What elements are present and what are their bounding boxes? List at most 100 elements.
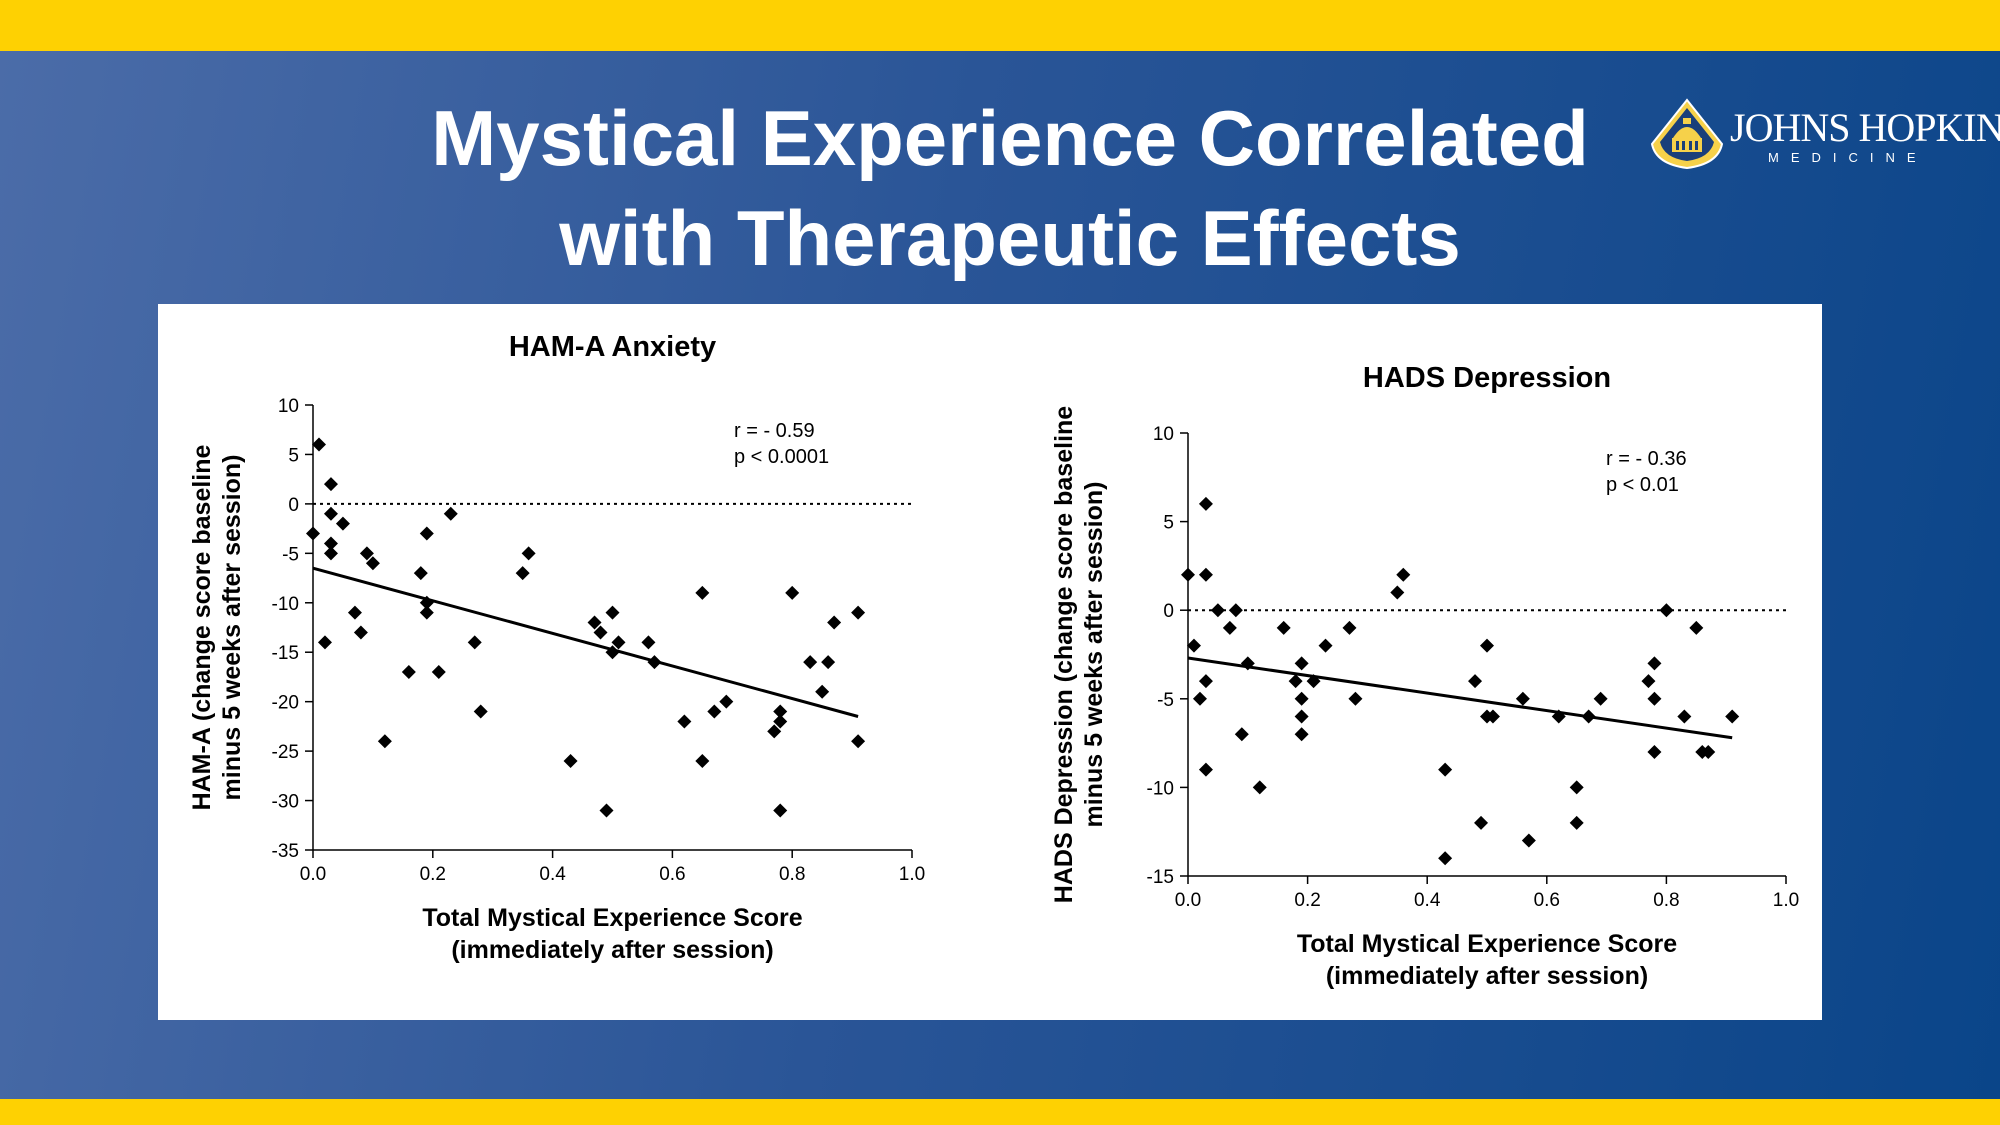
chart1-data-point [563, 754, 578, 768]
chart2-data-point [1294, 709, 1309, 724]
chart1-data-point [719, 694, 734, 709]
johns-hopkins-logo: JOHNS HOPKINS MEDICINE [1648, 98, 2000, 170]
chart1-data-point [605, 645, 620, 660]
chart2-y-label-line1: HADS Depression (change score baseline [1050, 406, 1078, 903]
chart2-data-point [1390, 585, 1405, 600]
chart1-data-point [851, 734, 866, 749]
chart1-data-point [611, 635, 626, 650]
chart2-y-tick-label: -15 [1147, 867, 1174, 888]
chart2-data-point [1318, 638, 1333, 653]
chart2-x-tick-label: 0.2 [1294, 890, 1320, 911]
chart1-data-point [306, 526, 320, 541]
chart2-data-point [1701, 744, 1716, 759]
chart1-data-point [473, 704, 488, 719]
chart2-y-tick-label: 10 [1153, 424, 1174, 445]
chart2-y-label-line2: minus 5 weeks after session) [1080, 482, 1108, 828]
chart2-y-tick-label: 0 [1163, 601, 1174, 622]
chart1-data-point [647, 655, 662, 670]
chart2-data-point [1240, 656, 1255, 671]
chart2-title: HADS Depression [1363, 362, 1611, 394]
chart2-data-point [1198, 762, 1213, 777]
chart1-data-point [401, 665, 416, 679]
chart2-data-point [1647, 691, 1662, 706]
chart1-x-tick-label: 0.0 [300, 864, 326, 885]
chart2-data-point [1181, 567, 1195, 582]
chart1-data-point [605, 605, 620, 620]
chart1-data-point [707, 704, 722, 719]
chart1-data-point [695, 585, 710, 600]
chart2-data-point [1521, 833, 1536, 848]
chart1-y-label-line2: minus 5 weeks after session) [218, 455, 246, 801]
chart1-x-tick-label: 0.2 [420, 864, 446, 885]
chart2-data-point [1569, 815, 1584, 830]
chart1-data-point [773, 704, 788, 719]
chart2-data-point [1234, 727, 1249, 742]
chart1-stats-r: r = - 0.59 [734, 420, 815, 442]
chart1-y-tick-label: -30 [272, 792, 299, 813]
chart1-data-point [767, 724, 782, 739]
chart2-data-point [1581, 709, 1596, 724]
chart1-data-point [413, 566, 428, 581]
title-line-2: with Therapeutic Effects [559, 194, 1461, 282]
chart1-data-point [353, 625, 368, 640]
chart2-data-point [1438, 762, 1453, 777]
chart2-data-point [1198, 674, 1213, 689]
chart1-x-tick-label: 1.0 [899, 864, 925, 885]
chart1-y-tick-label: -5 [282, 544, 299, 565]
chart2-data-point [1551, 709, 1566, 724]
chart1-y-tick-label: 5 [288, 445, 299, 466]
chart1-x-label-line2: (immediately after session) [451, 936, 773, 964]
chart1-data-point [323, 477, 338, 492]
chart1-data-point [377, 734, 392, 749]
chart2-x-tick-label: 0.4 [1414, 890, 1441, 911]
chart1-data-point [419, 526, 434, 541]
chart1-data-point [803, 655, 818, 670]
chart2-y-tick-label: -5 [1157, 690, 1174, 711]
chart1-data-point [773, 803, 788, 818]
logo-subtitle: MEDICINE [1768, 150, 1928, 165]
chart1-data-point [323, 546, 338, 561]
chart2-data-point [1569, 780, 1584, 795]
chart1-x-label-line1: Total Mystical Experience Score [422, 904, 802, 932]
charts-svg: HAM-A Anxiety1050-5-10-15-20-25-30-350.0… [188, 331, 1799, 990]
chart1-data-point [821, 655, 836, 670]
chart2-x-tick-label: 1.0 [1773, 890, 1799, 911]
chart1-data-point [365, 556, 380, 571]
chart1-data-point [641, 635, 656, 650]
chart1-data-point [515, 566, 530, 581]
logo-name: JOHNS HOPKINS [1730, 105, 2000, 150]
title-line-1: Mystical Experience Correlated [431, 94, 1589, 182]
chart1-data-point [587, 615, 602, 630]
chart1-x-tick-label: 0.6 [659, 864, 685, 885]
chart2-x-label-line2: (immediately after session) [1326, 962, 1648, 990]
chart1-data-point [677, 714, 692, 729]
chart2-data-point [1677, 709, 1692, 724]
chart2-data-point [1198, 567, 1213, 582]
chart1-data-point [311, 437, 326, 452]
chart2-data-point [1294, 727, 1309, 742]
chart1-y-tick-label: -10 [272, 594, 299, 615]
chart2-data-point [1647, 744, 1662, 759]
chart1-data-point [815, 684, 830, 699]
chart1-fit-line [312, 566, 859, 718]
chart2-data-point [1192, 691, 1207, 706]
chart2-y-tick-label: 5 [1163, 513, 1174, 534]
chart2-data-point [1396, 567, 1411, 582]
chart1-data-point [773, 714, 788, 729]
chart1-data-point [431, 665, 446, 679]
chart1-stats-p: p < 0.0001 [734, 446, 829, 468]
chart2-x-tick-label: 0.0 [1175, 890, 1201, 911]
chart1-data-point [419, 605, 434, 620]
chart1-y-label-line1: HAM-A (change score baseline [188, 444, 216, 810]
chart2-data-point [1222, 620, 1237, 635]
chart1-y-tick-label: 10 [278, 396, 299, 417]
chart1-data-point [521, 546, 536, 561]
chart2-data-point [1306, 674, 1321, 689]
chart2-data-point [1474, 815, 1489, 830]
chart2-data-point [1186, 638, 1201, 653]
chart2-x-tick-label: 0.6 [1534, 890, 1560, 911]
chart2-data-point [1689, 620, 1704, 635]
chart1-data-point [827, 615, 842, 630]
chart1-data-point [599, 803, 614, 818]
chart2-data-point [1438, 851, 1453, 866]
